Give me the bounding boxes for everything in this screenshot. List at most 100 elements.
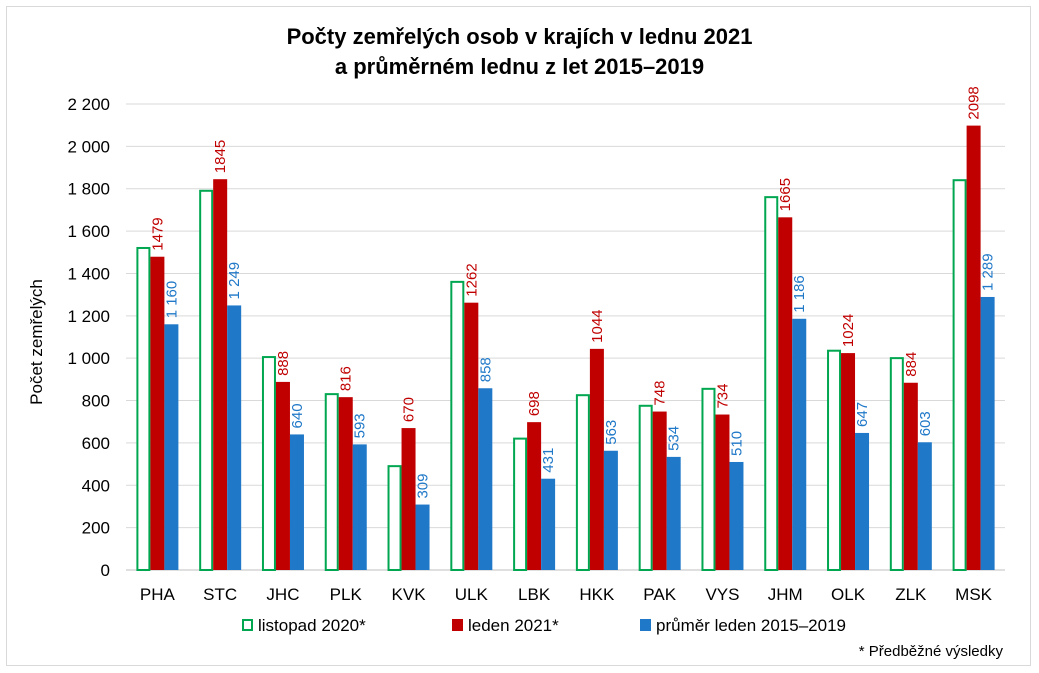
x-tick-label: ULK — [455, 585, 489, 604]
bar-kvk-series-2 — [415, 504, 430, 570]
y-tick-label: 1 600 — [67, 222, 110, 241]
bar-hkk-series-2 — [603, 450, 618, 570]
data-label: 640 — [289, 403, 306, 428]
bar-jhm-series-1 — [778, 217, 793, 570]
y-tick-label: 400 — [82, 476, 110, 495]
bar-lbk-series-2 — [541, 478, 556, 570]
bar-pak-series-0 — [638, 404, 653, 572]
bar-pha-series-1 — [150, 256, 165, 570]
x-tick-label: STC — [203, 585, 237, 604]
bar-jhc-series-0 — [261, 356, 276, 571]
y-tick-label: 1 200 — [67, 307, 110, 326]
y-tick-label: 1 800 — [67, 180, 110, 199]
bar-msk-series-0 — [952, 179, 967, 571]
data-label: 1024 — [840, 314, 857, 347]
data-label: 698 — [526, 391, 543, 416]
data-label: 1845 — [212, 140, 229, 173]
bar-kvk-series-0 — [387, 465, 402, 571]
bar-lbk-series-0 — [513, 437, 528, 572]
bar-msk-series-2 — [980, 296, 995, 570]
data-label: 563 — [603, 420, 620, 445]
bar-jhc-series-1 — [275, 381, 290, 570]
y-tick-label: 0 — [101, 561, 110, 580]
bar-vys-series-1 — [715, 414, 730, 570]
x-tick-label: KVK — [392, 585, 427, 604]
chart-title-line-2: a průměrném lednu z let 2015–2019 — [334, 54, 705, 79]
bar-plk-series-1 — [338, 397, 353, 570]
data-label: 431 — [540, 448, 557, 473]
y-tick-label: 2 000 — [67, 137, 110, 156]
footnote: * Předběžné výsledky — [858, 643, 1003, 660]
x-tick-label: JHC — [266, 585, 299, 604]
bar-vys-series-2 — [729, 461, 744, 570]
x-tick-label: VYS — [705, 585, 739, 604]
data-label: 593 — [352, 413, 369, 438]
x-tick-label: PAK — [643, 585, 676, 604]
bar-jhm-series-2 — [792, 318, 807, 570]
x-tick-label: JHM — [768, 585, 803, 604]
legend-label: průměr leden 2015–2019 — [656, 616, 846, 635]
legend-label: listopad 2020* — [258, 616, 366, 635]
y-tick-label: 800 — [82, 392, 110, 411]
data-label: 1 160 — [163, 281, 180, 319]
data-label: 510 — [728, 431, 745, 456]
chart-title-line-1: Počty zemřelých osob v krajích v lednu 2… — [286, 24, 753, 49]
data-label: 2098 — [966, 86, 983, 119]
y-tick-label: 2 200 — [67, 95, 110, 114]
bar-pha-series-2 — [164, 324, 179, 570]
data-label: 734 — [714, 383, 731, 408]
data-label: 603 — [917, 411, 934, 436]
x-tick-label: OLK — [831, 585, 866, 604]
data-label: 309 — [415, 474, 432, 499]
legend-swatch — [242, 619, 253, 631]
chart-title: Počty zemřelých osob v krajích v lednu 2… — [0, 22, 1039, 82]
bar-pak-series-2 — [666, 456, 681, 570]
data-label: 748 — [652, 381, 669, 406]
bar-pha-series-0 — [136, 246, 151, 572]
bar-ulk-series-1 — [464, 302, 479, 570]
x-tick-label: PLK — [330, 585, 363, 604]
bar-kvk-series-1 — [401, 428, 416, 570]
x-tick-label: ZLK — [895, 585, 927, 604]
bar-olk-series-0 — [827, 349, 842, 571]
data-label: 816 — [338, 366, 355, 391]
bar-jhm-series-0 — [764, 196, 779, 572]
y-axis-title: Počet zemřelých — [27, 279, 46, 405]
data-label: 1 186 — [791, 275, 808, 313]
bar-plk-series-2 — [352, 444, 367, 570]
legend-label: leden 2021* — [468, 616, 559, 635]
x-tick-label: MSK — [955, 585, 993, 604]
bar-stc-series-2 — [227, 305, 242, 570]
y-tick-label: 1 400 — [67, 264, 110, 283]
data-label: 858 — [477, 357, 494, 382]
bar-lbk-series-1 — [527, 422, 542, 570]
bar-zlk-series-1 — [903, 382, 918, 570]
y-tick-label: 1 000 — [67, 349, 110, 368]
data-label: 647 — [854, 402, 871, 427]
y-tick-label: 200 — [82, 519, 110, 538]
bar-zlk-series-0 — [889, 357, 904, 572]
bar-plk-series-0 — [324, 393, 339, 571]
legend-swatch — [640, 619, 651, 631]
y-tick-label: 600 — [82, 434, 110, 453]
bar-hkk-series-1 — [589, 348, 604, 570]
data-label: 884 — [903, 352, 920, 377]
bar-pak-series-1 — [652, 411, 667, 570]
data-label: 888 — [275, 351, 292, 376]
bar-jhc-series-2 — [289, 434, 304, 570]
x-tick-label: PHA — [140, 585, 176, 604]
bar-ulk-series-0 — [450, 280, 465, 571]
data-label: 1 249 — [226, 262, 243, 300]
data-label: 1262 — [463, 263, 480, 296]
bar-stc-series-0 — [199, 189, 214, 571]
legend-swatch — [452, 619, 463, 631]
bar-hkk-series-0 — [575, 394, 590, 572]
x-tick-label: HKK — [579, 585, 615, 604]
bar-ulk-series-2 — [478, 388, 493, 570]
x-tick-label: LBK — [518, 585, 551, 604]
bar-vys-series-0 — [701, 387, 716, 571]
bar-zlk-series-2 — [917, 442, 932, 570]
bar-stc-series-1 — [213, 179, 228, 571]
data-label: 1044 — [589, 309, 606, 342]
